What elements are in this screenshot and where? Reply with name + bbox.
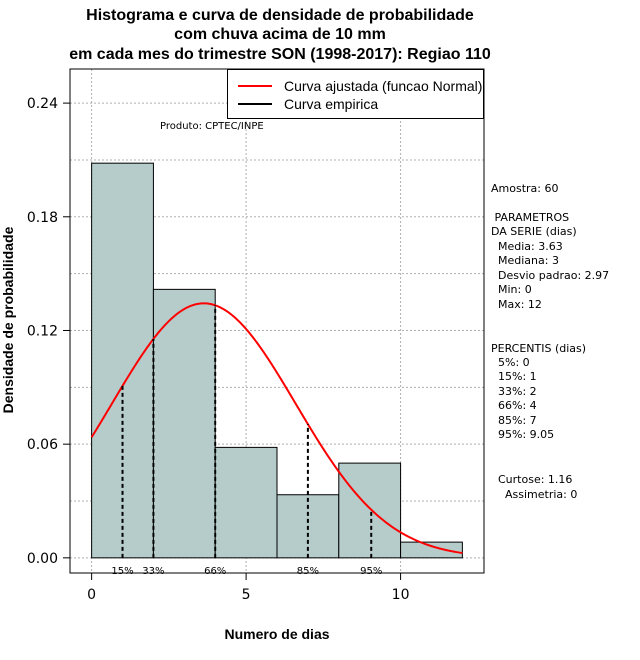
legend-label-fit: Curva ajustada (funcao Normal) [284,78,483,94]
assimetria-text: Assimetria: 0 [491,488,578,501]
histogram-bar-4 [338,462,402,559]
histogram-bar-1 [152,288,216,559]
legend-label-empirical: Curva empirica [284,96,379,112]
percentile-label-4: 95% [360,566,382,577]
histogram-bar-2 [214,446,278,559]
percentil-15: 15%: 1 [491,370,537,383]
legend-item-empirical: Curva empirica [238,95,378,113]
percentil-5: 5%: 0 [491,356,530,369]
legend-line-fit-icon [238,85,272,87]
parametros-title-line-2: DA SERIE (dias) [491,225,577,238]
y-tick-label-3: 0.18 [27,210,58,226]
chart-title-line-3: em cada mes do trimestre SON (1998-2017)… [69,46,491,63]
y-tick-label-1: 0.06 [27,437,58,453]
y-tick-label-4: 0.24 [27,96,58,112]
percentis-title: PERCENTIS (dias) [491,342,587,355]
x-tick-label-2: 10 [392,587,410,603]
produto-label: Produto: CPTEC/INPE [160,121,264,132]
y-axis-label: Densidade de probabilidade [0,226,16,414]
param-mediana: Mediana: 3 [491,254,559,267]
percentil-85: 85%: 7 [491,414,537,427]
percentile-label-1: 33% [142,566,164,577]
percentile-label-2: 66% [204,566,226,577]
param-media: Media: 3.63 [491,240,563,253]
param-desvio: Desvio padrao: 2.97 [491,269,610,282]
percentile-label-0: 15% [111,566,133,577]
x-tick-label-0: 0 [87,587,96,603]
histogram-bar-5 [400,541,463,559]
parametros-title-line-1: PARAMETROS [491,211,570,224]
legend-line-empirical-icon [238,103,272,105]
x-axis-label: Numero de dias [224,626,330,642]
percentil-95: 95%: 9.05 [491,428,555,441]
legend-item-fit: Curva ajustada (funcao Normal) [238,77,482,95]
curtose-text: Curtose: 1.16 [491,473,573,486]
y-tick-label-0: 0.00 [27,551,58,567]
chart-title-line-1: Histograma e curva de densidade de proba… [86,7,474,24]
percentil-66: 66%: 4 [491,399,537,412]
param-min: Min: 0 [491,283,532,296]
param-max: Max: 12 [491,298,542,311]
amostra-text: Amostra: 60 [491,182,559,195]
percentile-label-3: 85% [297,566,319,577]
legend: Curva ajustada (funcao Normal) Curva emp… [227,69,484,119]
y-tick-label-2: 0.12 [27,323,58,339]
percentil-33: 33%: 2 [491,385,537,398]
chart-title-line-2: com chuva acima de 10 mm [174,26,386,43]
x-tick-label-1: 5 [242,587,251,603]
